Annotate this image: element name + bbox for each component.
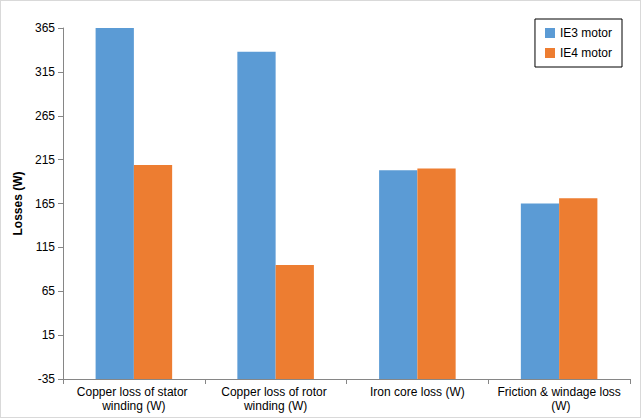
- svg-text:265: 265: [35, 109, 55, 123]
- svg-text:365: 365: [35, 21, 55, 35]
- svg-text:15: 15: [42, 328, 56, 342]
- svg-text:315: 315: [35, 65, 55, 79]
- svg-text:Copper loss of rotor: Copper loss of rotor: [221, 385, 330, 399]
- svg-text:65: 65: [42, 284, 56, 298]
- svg-text:winding (W): winding (W): [243, 399, 307, 413]
- svg-text:165: 165: [35, 197, 55, 211]
- svg-text:winding (W): winding (W): [101, 399, 165, 413]
- svg-text:215: 215: [35, 153, 55, 167]
- svg-text:Losses (W): Losses (W): [11, 171, 25, 235]
- svg-text:Iron core loss (W): Iron core loss (W): [370, 385, 465, 399]
- svg-text:115: 115: [36, 240, 55, 254]
- svg-text:IE3 motor: IE3 motor: [560, 26, 612, 40]
- svg-text:Copper loss of stator: Copper loss of stator: [77, 385, 191, 399]
- svg-text:-35: -35: [38, 372, 56, 386]
- svg-text:IE4 motor: IE4 motor: [560, 46, 612, 60]
- svg-text:(W): (W): [548, 399, 571, 413]
- svg-text:Friction & windage loss: Friction & windage loss: [497, 385, 620, 399]
